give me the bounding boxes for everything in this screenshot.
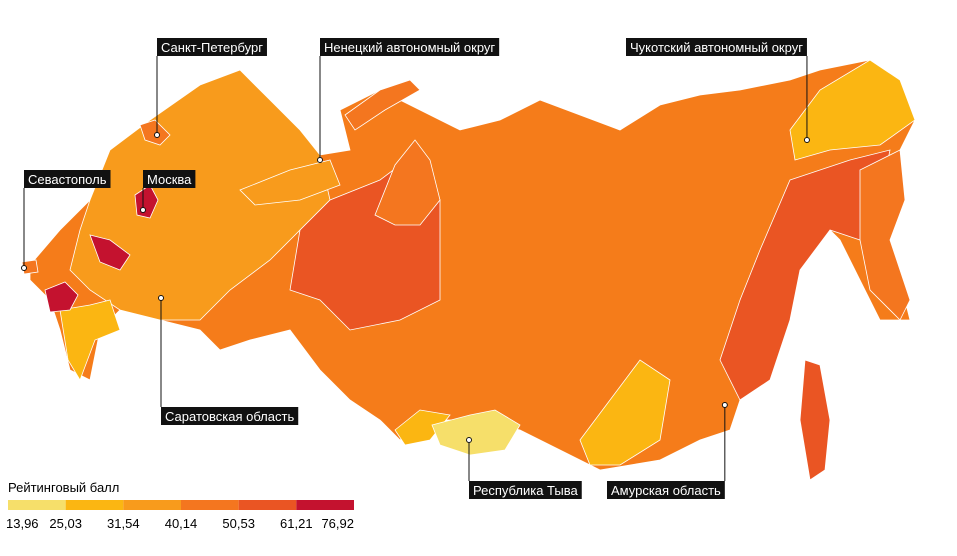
- callout-box: [607, 481, 725, 499]
- region-caucasus: [59, 299, 121, 381]
- callout-label: Санкт-Петербург: [161, 40, 263, 55]
- legend: Рейтинговый балл 13,96 25,03 31,54 40,14 50,…: [6, 480, 355, 531]
- callout-label: Саратовская область: [165, 409, 294, 424]
- region-nenets: [239, 159, 341, 206]
- callout-dot: [721, 402, 728, 408]
- legend-tick-label: 50,53: [222, 516, 255, 531]
- legend-swatch: [296, 500, 354, 510]
- region-amur: [579, 359, 671, 466]
- callout-box: [469, 481, 582, 499]
- legend-tick-label: 40,14: [165, 516, 198, 531]
- legend-tick-label: 13,96: [6, 516, 39, 531]
- callout-dot: [466, 437, 472, 443]
- region-voronezh: [89, 234, 131, 271]
- callout-label: Чукотский автономный округ: [630, 40, 803, 55]
- region-crimea: [44, 281, 79, 313]
- legend-title: Рейтинговый балл: [8, 480, 119, 495]
- callout-dot: [154, 132, 160, 138]
- region-chukotka: [789, 59, 916, 161]
- callout-box: [161, 407, 299, 425]
- map: [21, 59, 916, 481]
- callout-label: Республика Тыва: [473, 483, 579, 498]
- callout-box: [626, 38, 807, 56]
- callout-label: Амурская область: [611, 483, 721, 498]
- callout-label: Севастополь: [28, 172, 107, 187]
- legend-tick-label: 31,54: [107, 516, 140, 531]
- region-tyva: [431, 409, 521, 456]
- callout-box: [24, 170, 111, 188]
- legend-swatch: [123, 500, 181, 510]
- callout-dot: [317, 157, 323, 163]
- region-spb: [139, 119, 171, 146]
- legend-tick-label: 25,03: [49, 516, 82, 531]
- callout-dot: [803, 137, 810, 143]
- callout-box: [320, 38, 500, 56]
- callout-dot: [140, 207, 146, 213]
- legend-swatch: [65, 500, 124, 510]
- callout-box: [143, 170, 196, 188]
- legend-swatch: [238, 500, 297, 510]
- legend-swatch: [181, 500, 239, 510]
- callout-dot: [21, 265, 27, 271]
- legend-swatch: [8, 500, 66, 510]
- legend-tick-label: 61,21: [280, 516, 313, 531]
- island-novaya-zemlya: [344, 79, 421, 131]
- callout-box: [157, 38, 267, 56]
- callout-dot: [158, 295, 164, 301]
- region-sakhalin: [799, 359, 831, 481]
- region-kamchatka: [859, 149, 911, 321]
- legend-tick-label: 76,92: [321, 516, 354, 531]
- callout-label: Ненецкий автономный округ: [324, 40, 495, 55]
- callouts: Санкт-Петербург Ненецкий автономный округ…: [21, 38, 810, 499]
- callout-label: Москва: [147, 172, 192, 187]
- region-yamal: [374, 139, 441, 226]
